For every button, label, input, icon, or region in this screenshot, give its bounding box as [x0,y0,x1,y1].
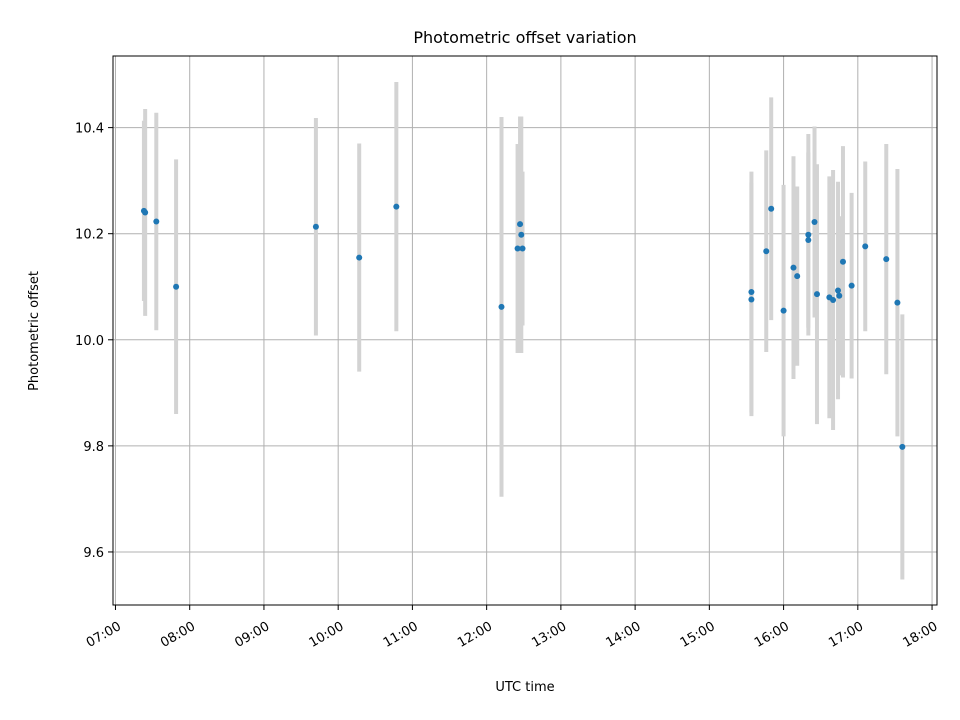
x-axis-label: UTC time [495,680,554,695]
data-point [518,231,525,238]
data-point [830,297,837,303]
y-tick-label: 10.0 [75,334,104,349]
y-tick-label: 10.4 [75,122,104,137]
data-point [393,203,400,210]
data-point [768,205,775,212]
data-point [811,219,818,226]
data-point [173,283,180,290]
data-point [519,245,526,252]
data-point [517,221,524,228]
data-point [894,299,901,306]
data-point [356,254,363,261]
data-point [748,289,755,296]
data-point [780,307,787,314]
data-point [813,291,820,298]
data-point [748,296,755,303]
data-point [790,264,797,271]
y-tick-label: 9.8 [83,440,104,455]
y-tick-label: 10.2 [75,228,104,243]
data-point [836,292,843,299]
data-point [312,223,319,230]
data-point [835,287,842,294]
data-point [794,273,801,280]
data-point [899,443,906,450]
data-point [848,282,855,289]
data-point [862,243,869,250]
data-point [839,258,846,265]
data-point [153,218,160,225]
data-point [805,231,812,238]
data-point [142,209,149,216]
data-point [498,303,505,310]
y-axis-label: Photometric offset [27,271,42,391]
data-point [514,245,521,252]
data-points [140,203,906,450]
data-point [805,237,812,244]
y-tick-label: 9.6 [83,546,104,561]
data-point [883,256,890,263]
y-axis-ticks: 9.6 9.8 10.0 10.2 10.4 [75,122,113,561]
data-point [763,248,770,255]
chart-title: Photometric offset variation [413,28,636,47]
plot-frame [112,55,938,606]
